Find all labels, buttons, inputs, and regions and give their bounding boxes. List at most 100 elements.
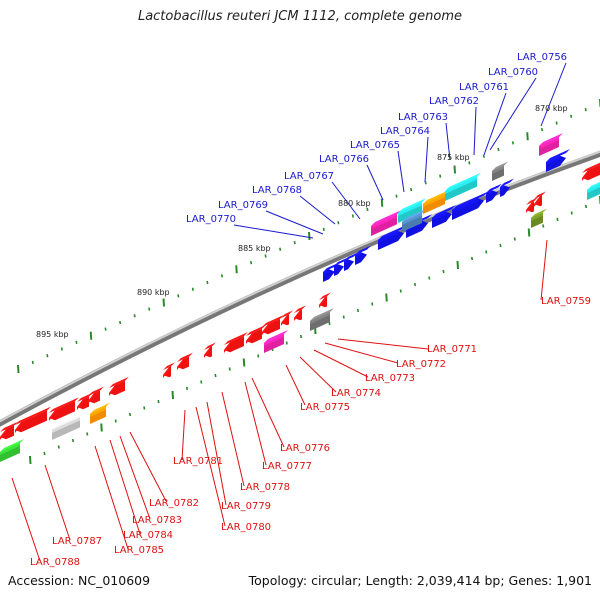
gene-feature[interactable] (90, 402, 110, 424)
scale-tick (351, 214, 354, 218)
gene-feature[interactable] (546, 149, 570, 172)
leader-line (540, 239, 548, 301)
gene-feature[interactable] (531, 208, 547, 228)
gene-feature[interactable] (264, 330, 288, 353)
gene-label[interactable]: LAR_0760 (488, 67, 538, 78)
gene-label[interactable]: LAR_0770 (186, 214, 236, 225)
scale-tick (71, 438, 75, 443)
gene-feature[interactable] (163, 362, 175, 378)
scale-tick (570, 211, 573, 215)
scale-label: 875 kbp (437, 153, 470, 162)
gene-feature[interactable] (77, 392, 93, 410)
gene-label[interactable]: LAR_0779 (221, 501, 271, 512)
scale-tick (104, 327, 107, 331)
gene-feature[interactable] (452, 191, 488, 220)
scale-tick (470, 256, 474, 261)
gene-feature[interactable] (534, 191, 546, 207)
gene-label[interactable]: LAR_0777 (262, 461, 312, 472)
leader-line (11, 477, 41, 562)
gene-label[interactable]: LAR_0773 (365, 373, 415, 384)
gene-feature[interactable] (355, 245, 371, 265)
gene-label[interactable]: LAR_0778 (240, 482, 290, 493)
scale-tick (442, 269, 445, 274)
gene-label[interactable]: LAR_0781 (173, 456, 223, 467)
gene-feature[interactable] (378, 224, 408, 250)
gene-feature[interactable] (177, 352, 193, 370)
gene-feature[interactable] (224, 332, 248, 353)
gene-feature[interactable] (432, 205, 456, 228)
gene-feature[interactable] (323, 262, 339, 282)
gene-label[interactable]: LAR_0775 (300, 402, 350, 413)
gene-feature[interactable] (423, 190, 449, 214)
gene-feature[interactable] (486, 183, 502, 203)
scale-tick (527, 228, 531, 237)
gene-label[interactable]: LAR_0782 (149, 498, 199, 509)
gene-feature[interactable] (319, 292, 331, 308)
scale-tick (200, 380, 203, 384)
gene-feature[interactable] (587, 180, 600, 200)
gene-label[interactable]: LAR_0772 (396, 359, 446, 370)
scale-tick (220, 274, 223, 278)
gene-feature[interactable] (281, 310, 293, 326)
gene-label[interactable]: LAR_0767 (284, 171, 334, 182)
leader-line (94, 445, 129, 550)
leader-line (251, 377, 285, 448)
gene-label[interactable]: LAR_0765 (350, 140, 400, 151)
scale-tick (279, 247, 282, 251)
gene-label[interactable]: LAR_0785 (114, 545, 164, 556)
scale-tick (43, 451, 46, 456)
scale-tick (235, 265, 238, 274)
gene-label[interactable]: LAR_0783 (132, 515, 182, 526)
scale-tick (337, 221, 340, 225)
gene-feature[interactable] (88, 386, 104, 404)
gene-feature[interactable] (500, 178, 514, 198)
gene-label[interactable]: LAR_0774 (331, 388, 381, 399)
gene-label[interactable]: LAR_0766 (319, 154, 369, 165)
scale-tick (497, 147, 500, 152)
gene-feature[interactable] (310, 308, 334, 331)
genome-backbone (0, 150, 600, 427)
gene-label[interactable]: LAR_0784 (123, 530, 173, 541)
gene-feature[interactable] (539, 133, 563, 156)
gene-feature[interactable] (109, 376, 129, 396)
scale-tick (482, 154, 485, 158)
gene-features (0, 133, 600, 462)
gene-label[interactable]: LAR_0762 (429, 96, 479, 107)
scale-tick (428, 276, 431, 280)
gene-feature[interactable] (294, 305, 306, 321)
gene-label[interactable]: LAR_0788 (30, 557, 80, 568)
gene-label[interactable]: LAR_0764 (380, 126, 430, 137)
gene-feature[interactable] (0, 439, 24, 462)
gene-label[interactable]: LAR_0768 (252, 185, 302, 196)
gene-feature[interactable] (204, 342, 216, 358)
scale-tick (100, 423, 103, 432)
gene-label[interactable]: LAR_0756 (517, 52, 567, 63)
gene-label[interactable]: LAR_0771 (427, 344, 477, 355)
gene-feature[interactable] (246, 324, 266, 344)
gene-feature[interactable] (334, 257, 348, 277)
gene-label[interactable]: LAR_0776 (280, 443, 330, 454)
gene-feature[interactable] (49, 397, 79, 421)
gene-feature[interactable] (52, 413, 84, 440)
gene-label[interactable]: LAR_0759 (541, 296, 591, 307)
gene-feature[interactable] (344, 252, 358, 272)
gene-label[interactable]: LAR_0787 (52, 536, 102, 547)
gene-feature[interactable] (398, 198, 426, 223)
scale-tick (511, 141, 514, 145)
scale-tick (293, 241, 296, 245)
gene-label[interactable]: LAR_0761 (459, 82, 509, 93)
gene-feature[interactable] (526, 197, 538, 213)
gene-feature[interactable] (402, 209, 426, 232)
gene-feature[interactable] (582, 161, 600, 181)
gene-feature[interactable] (15, 406, 51, 433)
gene-label[interactable]: LAR_0769 (218, 200, 268, 211)
gene-feature[interactable] (0, 421, 18, 440)
gene-feature[interactable] (492, 161, 508, 181)
scale-tick (86, 432, 89, 436)
gene-feature[interactable] (262, 314, 284, 335)
gene-feature[interactable] (371, 210, 401, 236)
gene-label[interactable]: LAR_0780 (221, 522, 271, 533)
gene-feature[interactable] (445, 172, 481, 201)
scale-tick (89, 331, 93, 340)
gene-label[interactable]: LAR_0763 (398, 112, 448, 123)
